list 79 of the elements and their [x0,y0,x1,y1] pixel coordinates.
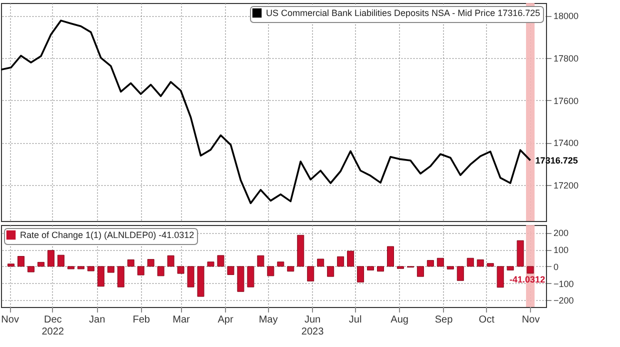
bar [396,266,404,269]
y-tick-label: −200 [554,296,574,306]
bar [167,255,174,267]
x-tick-label: Dec 2022 [42,314,64,338]
y-tick-label: 17600 [554,96,579,106]
bar [7,264,14,267]
bar [107,266,114,273]
bar [177,266,184,274]
bar [496,266,504,288]
bar [466,258,474,267]
bar [367,266,374,270]
x-tick-label: Apr [218,314,234,326]
bar [57,254,64,267]
bar [526,266,534,274]
bar [486,263,494,267]
bar [317,258,324,267]
bar [47,250,54,267]
bar [17,256,24,267]
bar [456,266,464,281]
bar [147,259,154,267]
y-tick-label: −100 [554,278,574,289]
bar [436,258,444,267]
y-tick-label: 18000 [554,11,579,22]
x-tick-label: Jul [348,314,362,326]
bar [67,266,74,270]
bar [97,266,104,287]
line-series [1,20,532,204]
x-tick-label: May [258,314,278,326]
y-tick-label: 100 [554,245,569,256]
bar [446,266,454,270]
x-tick-label: Oct [478,314,495,326]
y-tick-label: 17200 [554,180,579,191]
bar [217,255,224,267]
bar [27,266,34,272]
bar [137,266,144,276]
y-tick-label: 200 [554,228,569,238]
bar [117,266,124,288]
bar [127,259,134,267]
bar [327,266,334,277]
bar [37,262,44,267]
x-tick-label: Mar [172,314,191,326]
bar [277,262,284,267]
bar [207,262,214,267]
bar [227,266,234,275]
x-tick-label: Nov [1,314,19,326]
bar [297,234,304,267]
bar [476,259,484,267]
x-tick-label: Nov [522,314,540,326]
bar [307,266,314,282]
bar [87,266,94,272]
bar [237,266,244,292]
bar [426,260,434,267]
bar [247,266,254,288]
bar [197,266,204,297]
x-tick-label: Jan [89,314,106,326]
legend-label: US Commercial Bank Liabilities Deposits NSA - Mid Price 17316.725 [266,8,540,18]
bar [516,240,524,267]
x-tick-label: Aug [390,314,408,326]
bar [506,266,514,270]
legend-label: Rate of Change 1(1) (ALNLDEP0) -41.0312 [20,230,194,240]
bar [357,266,364,282]
x-tick-label: Jun 2023 [301,314,324,338]
bar [416,266,424,277]
bar [77,266,84,270]
x-tick-label: Sep [434,314,454,326]
bar [377,266,384,272]
data-label: -41.0312 [510,274,546,284]
bar [287,266,294,272]
bar [347,250,354,267]
x-tick-label: Feb [132,314,150,326]
bar [386,246,394,267]
bar [187,266,194,288]
bar [337,256,344,267]
bar [157,266,164,276]
bar [267,266,274,276]
y-tick-label: 17800 [554,54,579,64]
y-tick-label: 0 [554,262,559,272]
y-tick-label: 17400 [554,138,579,148]
bar [257,255,264,267]
